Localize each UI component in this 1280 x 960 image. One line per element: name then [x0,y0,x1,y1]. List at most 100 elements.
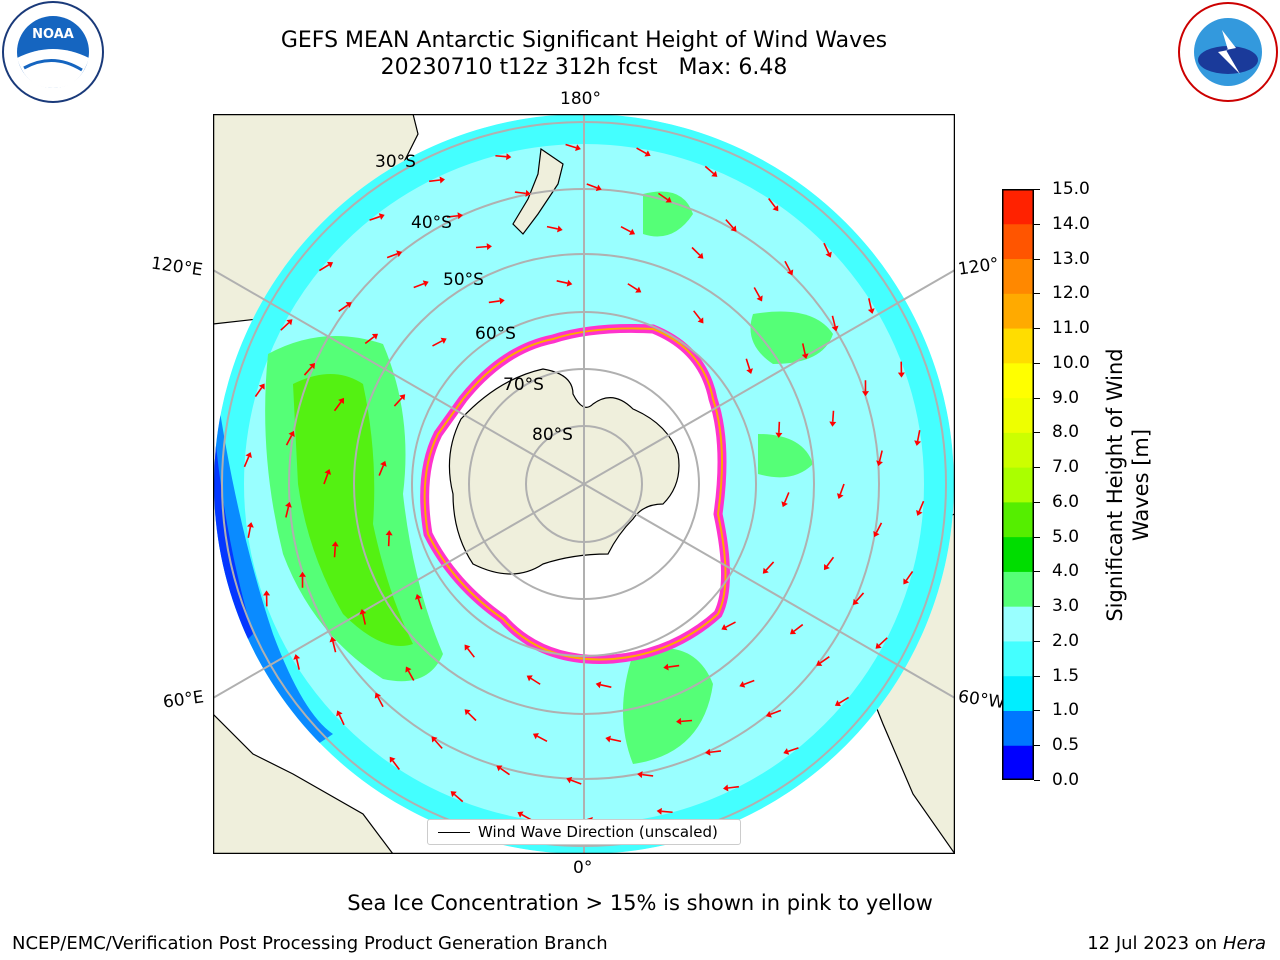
colorbar-tick-label: 1.5 [1052,665,1080,686]
colorbar-tick-label: 0.5 [1052,735,1080,756]
wind-wave-arrow [855,592,865,602]
wind-wave-arrow-head [801,353,809,360]
wind-wave-arrow-head [595,184,602,192]
wind-wave-arrow-head [663,663,669,671]
wind-wave-arrow [768,198,776,208]
lon-label-120e: 120°E [149,253,204,281]
wind-wave-arrow-head [245,452,252,459]
colorbar-tick-mark [1034,293,1040,295]
wind-wave-arrow [243,456,250,468]
colorbar-svg [1002,189,1034,781]
colorbar-tick-mark [1034,362,1040,364]
colorbar-segment [1002,571,1034,607]
wind-wave-arrow-head [656,807,662,815]
colorbar-segment [1002,640,1034,677]
wind-wave-arrow-head [385,530,393,536]
wind-wave-arrow [668,664,680,668]
footer-date-text: 12 Jul 2023 on [1087,933,1223,954]
colorbar-segment [1002,432,1034,468]
wind-wave-arrow-head [506,153,512,161]
wind-wave-arrow [600,684,612,688]
wind-wave-arrow-head [327,261,334,268]
wind-wave-arrow-head [499,297,505,305]
wind-wave-arrow-head [345,302,352,308]
wind-wave-arrow-head [439,176,445,184]
wind-wave-arrow-head [772,205,779,212]
wind-wave-arrow-head [644,150,651,157]
wind-wave-arrow [338,304,349,312]
colorbar [1002,189,1034,781]
wind-wave-arrow-head [723,784,729,792]
wind-wave-arrow-head [787,269,794,276]
wind-wave-arrow-head [721,624,728,631]
wind-wave-arrow-head [867,308,875,314]
lat-label-60s: 60°S [475,324,516,344]
wind-wave-arrow-head [263,590,271,596]
colorbar-tick-label: 7.0 [1052,457,1080,478]
colorbar-tick-label: 12.0 [1052,283,1090,304]
chart-title-line2: 20230710 t12z 312h fcst Max: 6.48 [380,55,788,80]
footer-date: 12 Jul 2023 on Hera [1087,933,1266,954]
wind-wave-arrow [680,719,693,723]
wind-wave-arrow-head [916,509,923,516]
wind-wave-arrow-head [405,666,412,673]
chart-title-line1: GEFS MEAN Antarctic Significant Height o… [280,28,888,53]
wind-wave-arrow-head [903,578,910,585]
wind-wave-arrow [610,738,622,743]
wind-wave-arrow-head [595,681,602,689]
colorbar-tick-mark [1034,432,1040,434]
wind-wave-arrow-head [396,250,403,257]
colorbar-segment [1002,328,1034,364]
wind-wave-arrow-head [374,692,381,699]
colorbar-tick-label: 2.0 [1052,630,1080,651]
wind-wave-arrow-head [532,733,539,740]
wind-wave-arrow [556,280,568,284]
wind-wave-arrow [407,670,415,681]
wind-wave-arrow [565,143,577,149]
wind-wave-arrow-head [464,644,471,651]
colorbar-tick-label: 4.0 [1052,561,1080,582]
wind-wave-arrow-head [331,541,339,547]
colorbar-tick-label: 5.0 [1052,526,1080,547]
lat-label-40s: 40°S [411,213,452,233]
colorbar-tick-label: 15.0 [1052,179,1090,199]
wind-wave-arrow [745,358,751,370]
colorbar-tick-label: 10.0 [1052,352,1090,373]
wind-wave-arrow-head [557,225,563,233]
wind-wave-arrow [323,473,329,485]
wind-wave-arrow [332,641,337,653]
wind-wave-arrow [831,410,835,422]
colorbar-tick-mark [1034,536,1040,538]
wind-wave-arrow [514,191,526,195]
wind-wave-arrow [369,215,381,221]
wind-wave-arrow [446,214,459,218]
colorbar-segment [1002,675,1034,711]
wind-wave-arrow-head [834,700,841,707]
new-zealand-land [512,147,564,235]
wind-wave-arrow [392,760,400,770]
wind-wave-arrow-head [605,735,611,743]
colorbar-tick-mark [1034,745,1040,747]
wind-wave-arrow [386,252,398,259]
wind-wave-arrow [627,283,638,291]
wind-wave-arrow [393,397,403,407]
colorbar-tick-mark [1034,710,1040,712]
wind-wave-arrow-head [876,460,883,467]
colorbar-tick-mark [1034,675,1040,677]
wind-wave-arrow [247,526,252,538]
wind-wave-arrow [495,154,507,158]
wind-wave-arrow [727,785,739,789]
wind-wave-arrow [793,623,804,632]
colorbar-segment [1002,467,1034,503]
map-svg [212,113,956,855]
wind-wave-arrow-head [730,225,737,232]
wind-wave-arrow [725,219,734,229]
colorbar-tick-label: 0.0 [1052,770,1080,790]
wind-wave-arrow-head [739,681,746,688]
map-legend: Wind Wave Direction (unscaled) [427,819,741,845]
wind-wave-arrow-head [697,317,704,324]
wind-wave-arrow-head [873,531,880,538]
wind-wave-arrow [466,647,475,658]
colorbar-tick-mark [1034,258,1040,260]
wind-wave-arrow [661,810,673,814]
